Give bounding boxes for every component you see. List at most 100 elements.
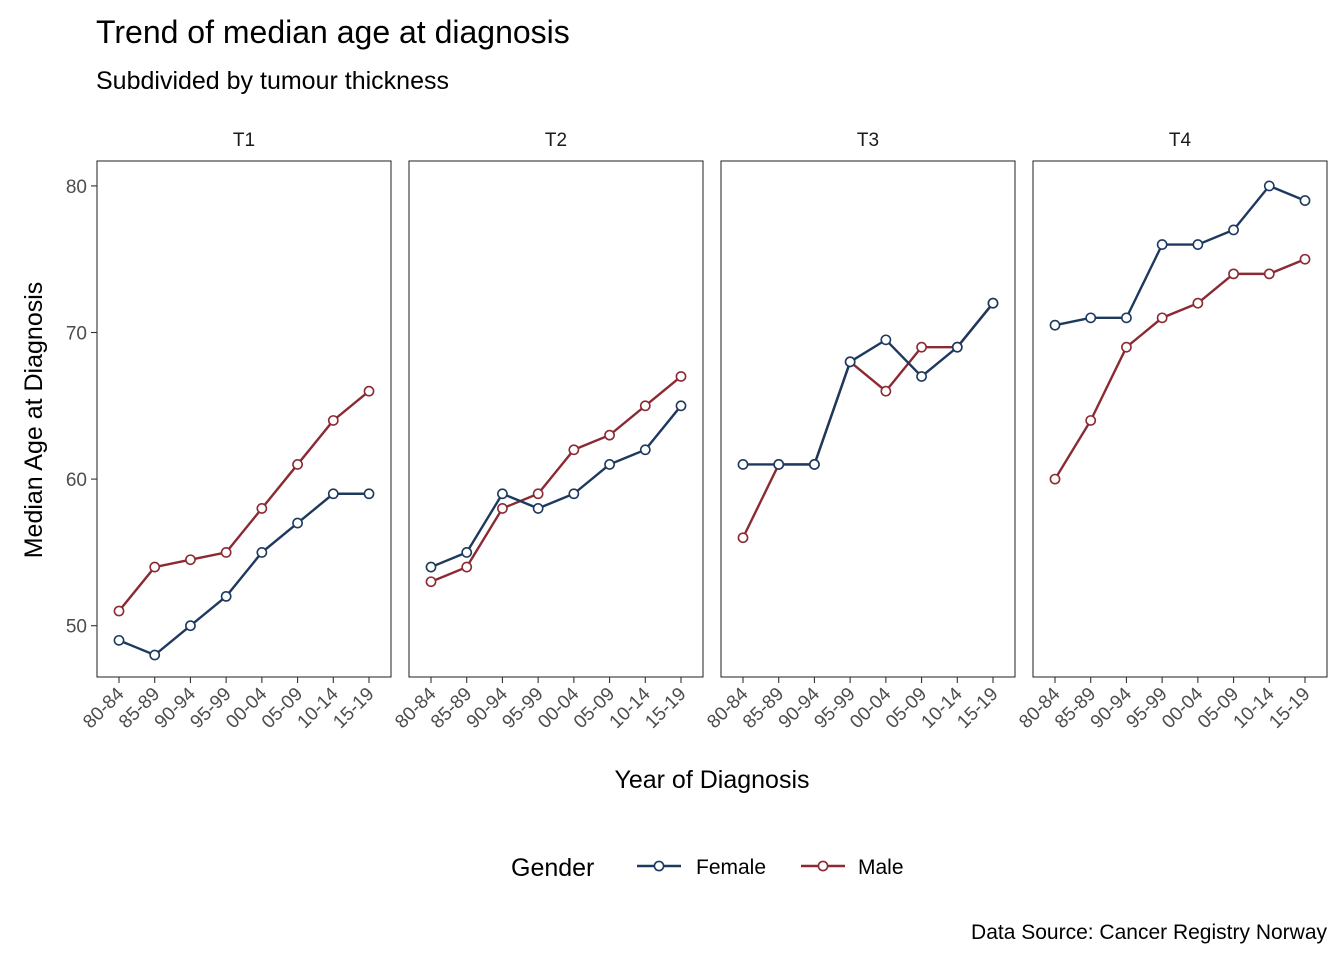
data-point-female <box>737 459 749 470</box>
chart-subtitle: Subdivided by tumour thickness <box>96 67 449 95</box>
data-point-male <box>604 429 615 441</box>
panel-strip-label: T2 <box>545 130 567 151</box>
legend-key-point <box>817 860 829 872</box>
data-point-female <box>497 488 508 500</box>
data-point-female <box>951 341 963 353</box>
data-point-female <box>568 488 580 500</box>
data-point-male <box>737 532 749 544</box>
data-point-female <box>1156 239 1168 250</box>
series-line-male <box>1053 258 1306 480</box>
data-point-male <box>292 459 303 470</box>
legend: Gender Female Male <box>511 854 904 882</box>
data-point-male <box>1263 268 1275 280</box>
x-tick-label: 15-19 <box>329 684 378 733</box>
data-point-female <box>1121 312 1132 324</box>
data-point-male <box>113 605 125 617</box>
data-point-female <box>773 459 785 470</box>
data-point-male <box>256 503 268 514</box>
data-point-male <box>1049 473 1061 485</box>
data-point-male <box>1085 415 1097 426</box>
panel-t1: T180-8485-8990-9495-9900-0405-0910-1415-… <box>79 130 392 733</box>
panels-layer: 50 60 70 80T180-8485-8990-9495-9900-0405-09… <box>66 130 1328 733</box>
legend-title: Gender <box>511 854 594 882</box>
data-point-male <box>1299 253 1311 265</box>
panel-t3: T380-8485-8990-9495-9900-0405-0910-1415-… <box>703 130 1016 733</box>
y-tick-label: 60 <box>66 470 87 491</box>
series-line-female <box>743 302 994 466</box>
panel-border <box>96 160 392 678</box>
data-point-female <box>113 634 125 646</box>
x-axis-title: Year of Diagnosis <box>614 766 809 794</box>
data-point-female <box>1192 239 1204 250</box>
data-point-male <box>220 546 232 558</box>
series-line-female <box>430 405 682 569</box>
data-point-female <box>880 334 892 346</box>
data-point-male <box>497 503 508 514</box>
legend-label-male: Male <box>858 856 904 879</box>
panel-t4: T480-8485-8990-9495-9900-0405-0910-1415-… <box>1015 130 1328 733</box>
data-point-female <box>844 356 856 368</box>
y-tick-label: 80 <box>66 177 87 198</box>
series-line-male <box>430 375 682 583</box>
data-point-male <box>461 561 473 573</box>
data-point-female <box>220 590 232 602</box>
y-tick-label: 70 <box>66 324 87 345</box>
data-point-female <box>327 488 339 500</box>
panel-strip-label: T4 <box>1169 130 1192 151</box>
legend-key-point <box>653 860 665 872</box>
data-point-female <box>185 620 196 632</box>
x-tick-label: 15-19 <box>953 684 1002 733</box>
data-point-female <box>1299 195 1311 206</box>
data-point-male <box>327 415 339 426</box>
panel-border <box>408 160 704 678</box>
data-point-female <box>639 444 651 456</box>
panel-border <box>720 160 1016 678</box>
data-point-male <box>425 576 437 588</box>
data-point-male <box>363 385 375 397</box>
data-point-female <box>292 517 303 529</box>
data-point-male <box>1228 268 1239 280</box>
data-point-male <box>916 341 927 353</box>
legend-label-female: Female <box>696 856 766 879</box>
data-point-male <box>568 444 580 456</box>
panel-border <box>1032 160 1328 678</box>
x-tick-label: 15-19 <box>641 684 690 733</box>
data-point-female <box>149 649 161 661</box>
data-point-female <box>1049 319 1061 331</box>
panel-strip-label: T1 <box>233 130 255 151</box>
y-axis-title: Median Age at Diagnosis <box>20 282 48 559</box>
data-point-female <box>1085 312 1097 324</box>
data-point-female <box>916 371 927 382</box>
data-point-female <box>809 459 820 470</box>
data-point-female <box>1228 224 1239 236</box>
x-tick-label: 15-19 <box>1265 684 1314 733</box>
data-point-female <box>532 503 544 514</box>
data-point-male <box>149 561 161 573</box>
caption: Data Source: Cancer Registry Norway <box>971 921 1327 944</box>
data-point-male <box>639 400 651 412</box>
data-point-male <box>185 554 196 566</box>
data-point-female <box>675 400 687 412</box>
y-tick-label: 50 <box>66 617 87 638</box>
panel-strip-label: T3 <box>857 130 879 151</box>
data-point-female <box>987 297 999 309</box>
panel-t2: T280-8485-8990-9495-9900-0405-0910-1415-… <box>391 130 704 733</box>
data-point-male <box>675 371 687 382</box>
series-line-female <box>118 492 369 657</box>
data-point-female <box>256 546 268 558</box>
data-point-male <box>1121 341 1132 353</box>
series-line-female <box>1054 184 1306 327</box>
data-point-female <box>425 561 437 573</box>
data-point-male <box>1156 312 1168 324</box>
data-point-female <box>461 546 473 558</box>
data-point-male <box>880 385 892 397</box>
data-point-female <box>604 459 615 470</box>
data-point-male <box>1192 297 1204 309</box>
data-point-female <box>363 488 375 500</box>
data-point-male <box>532 488 544 500</box>
chart-title: Trend of median age at diagnosis <box>96 14 570 50</box>
series-line-male <box>741 302 994 539</box>
series-line-male <box>118 390 370 612</box>
